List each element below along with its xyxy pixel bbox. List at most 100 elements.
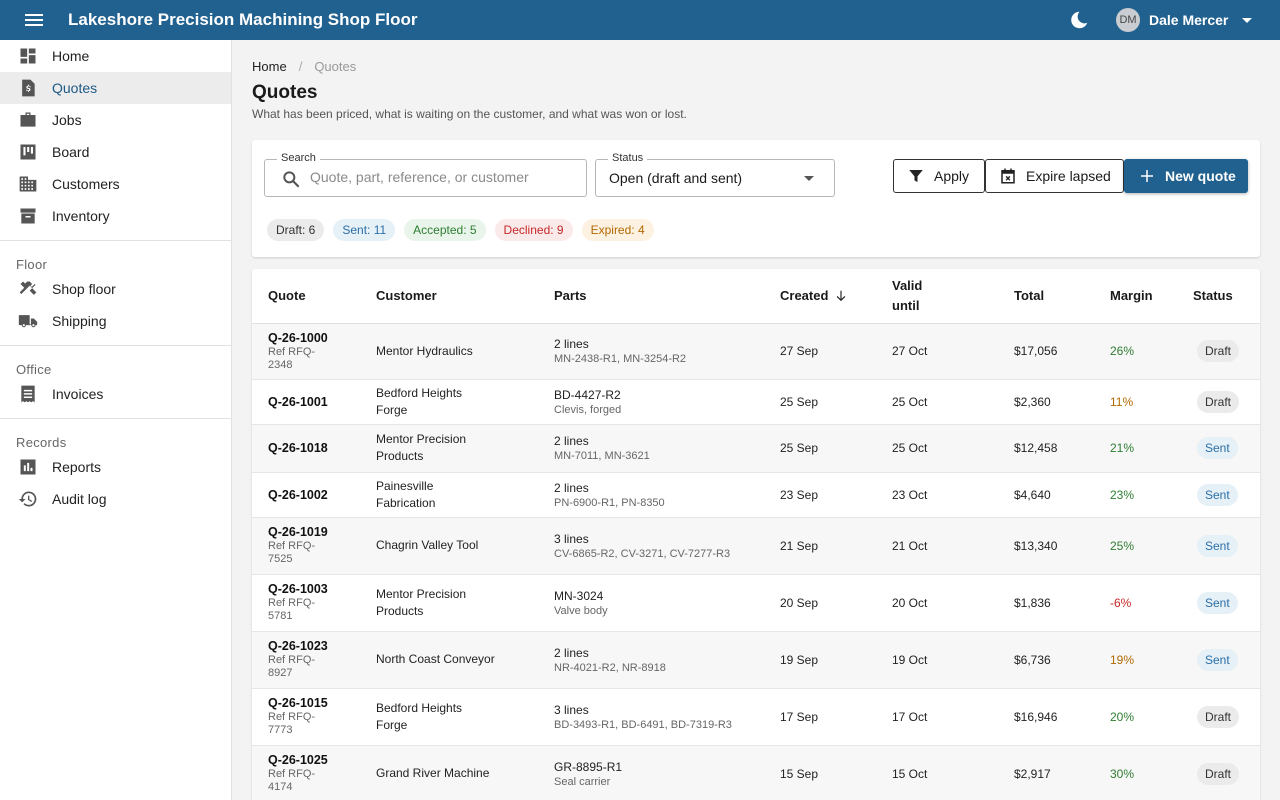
arrow-down-icon: [837, 291, 846, 302]
cell-status: Sent: [1177, 424, 1260, 473]
apply-button[interactable]: Apply: [893, 159, 985, 193]
cell-margin: 21%: [1094, 424, 1177, 473]
sidebar-item-shipping[interactable]: Shipping: [0, 305, 231, 337]
history-icon: [18, 489, 38, 509]
sidebar-item-quotes[interactable]: Quotes: [0, 72, 231, 104]
search-field[interactable]: Search: [264, 152, 587, 197]
cell-valid-until: 25 Oct: [876, 379, 998, 425]
chevron-down-icon: [1242, 17, 1253, 23]
new-quote-button[interactable]: New quote: [1124, 159, 1248, 193]
plus-icon: [1141, 170, 1153, 182]
breadcrumb-current: Quotes: [314, 58, 357, 74]
status-chip[interactable]: Accepted: 5: [404, 219, 486, 241]
quote-id[interactable]: Q-26-1003: [268, 582, 328, 596]
sidebar-item-shop-floor[interactable]: Shop floor: [0, 273, 231, 305]
sidebar-item-board[interactable]: Board: [0, 136, 231, 168]
table-row[interactable]: Q-26-1025 Ref RFQ-4174 Grand River Machine…: [252, 745, 1260, 800]
column-header-valid-until[interactable]: Valid until: [876, 269, 998, 324]
column-header-quote[interactable]: Quote: [252, 269, 360, 324]
menu-icon[interactable]: [25, 0, 47, 40]
column-header-customer[interactable]: Customer: [360, 269, 538, 324]
user-menu[interactable]: DM Dale Mercer: [1116, 8, 1253, 32]
main-content: Home / Quotes Quotes What has been price…: [252, 40, 1260, 800]
quote-reference: Ref RFQ-7773: [268, 711, 316, 736]
quote-reference: Ref RFQ-2348: [268, 345, 316, 371]
sidebar-item-jobs[interactable]: Jobs: [0, 104, 231, 136]
cell-total: $17,056: [998, 323, 1094, 380]
table-body: Q-26-1000 Ref RFQ-2348 Mentor Hydraulics 2 …: [252, 323, 1260, 800]
sidebar-item-invoices[interactable]: Invoices: [0, 378, 231, 410]
status-chip[interactable]: Draft: 6: [267, 219, 325, 241]
quote-id[interactable]: Q-26-1001: [268, 394, 328, 409]
breadcrumb: Home / Quotes: [252, 58, 1260, 74]
cell-status: Sent: [1177, 631, 1260, 689]
column-header-total[interactable]: Total: [998, 269, 1094, 324]
cell-status: Sent: [1177, 517, 1260, 575]
cell-parts: 2 lines MN-2438-R1, MN-3254-R2: [538, 323, 764, 380]
cell-margin: 11%: [1094, 379, 1177, 425]
search-input[interactable]: [310, 169, 570, 185]
table-row[interactable]: Q-26-1002 Painesville Fabrication 2 lines P…: [252, 472, 1260, 518]
parts-detail: NR-4021-R2, NR-8918: [554, 661, 666, 674]
table-row[interactable]: Q-26-1015 Ref RFQ-7773 Bedford Heights For…: [252, 688, 1260, 746]
expire-lapsed-label: Expire lapsed: [1026, 168, 1111, 184]
table-row[interactable]: Q-26-1003 Ref RFQ-5781 Mentor Precision Pr…: [252, 574, 1260, 632]
quote-id[interactable]: Q-26-1018: [268, 441, 328, 455]
cell-quote: Q-26-1023 Ref RFQ-8927: [252, 631, 360, 689]
building-icon: [18, 174, 38, 194]
status-badge: Sent: [1197, 437, 1238, 459]
parts-summary: MN-3024: [554, 588, 604, 603]
kanban-board-icon: [18, 142, 38, 162]
dashboard-icon: [18, 46, 38, 66]
sidebar-item-inventory[interactable]: Inventory: [0, 200, 231, 232]
sidebar-item-label: Reports: [52, 459, 102, 475]
sidebar-item-customers[interactable]: Customers: [0, 168, 231, 200]
column-header-parts[interactable]: Parts: [538, 269, 764, 324]
chevron-down-icon: [804, 176, 814, 181]
table-row[interactable]: Q-26-1018 Mentor Precision Products 2 line…: [252, 424, 1260, 473]
margin-value: 11%: [1110, 394, 1134, 409]
status-chip[interactable]: Declined: 9: [494, 219, 573, 241]
cell-quote: Q-26-1019 Ref RFQ-7525: [252, 517, 360, 575]
table-row[interactable]: Q-26-1023 Ref RFQ-8927 North Coast Conveyo…: [252, 631, 1260, 689]
cell-parts: 3 lines BD-3493-R1, BD-6491, BD-7319-R3: [538, 688, 764, 746]
quote-id[interactable]: Q-26-1023: [268, 639, 328, 653]
cell-created: 27 Sep: [764, 323, 876, 380]
column-header-created[interactable]: Created: [764, 269, 876, 324]
sidebar-item-label: Shop floor: [52, 281, 116, 297]
quote-id[interactable]: Q-26-1025: [268, 753, 328, 767]
table-row[interactable]: Q-26-1019 Ref RFQ-7525 Chagrin Valley Tool…: [252, 517, 1260, 575]
archive-box-icon: [18, 206, 38, 226]
quote-id[interactable]: Q-26-1002: [268, 487, 328, 502]
quote-id[interactable]: Q-26-1015: [268, 696, 328, 710]
status-select[interactable]: Status Open (draft and sent): [595, 152, 835, 197]
status-chip[interactable]: Expired: 4: [581, 219, 654, 241]
cell-margin: 26%: [1094, 323, 1177, 380]
dark-mode-toggle-icon[interactable]: [1068, 9, 1090, 31]
column-header-status[interactable]: Status: [1177, 269, 1260, 324]
quote-id[interactable]: Q-26-1019: [268, 525, 328, 539]
cell-created: 20 Sep: [764, 574, 876, 632]
expire-lapsed-button[interactable]: Expire lapsed: [985, 159, 1124, 193]
cell-valid-until: 25 Oct: [876, 424, 998, 473]
column-header-margin[interactable]: Margin: [1094, 269, 1177, 324]
customer-name: Mentor Precision Products: [376, 586, 467, 618]
customer-name: Mentor Precision Products: [376, 432, 467, 463]
cell-quote: Q-26-1025 Ref RFQ-4174: [252, 745, 360, 800]
status-badge: Sent: [1197, 483, 1238, 506]
cell-created: 21 Sep: [764, 517, 876, 575]
table-row[interactable]: Q-26-1000 Ref RFQ-2348 Mentor Hydraulics 2 …: [252, 323, 1260, 380]
sidebar-item-reports[interactable]: Reports: [0, 451, 231, 483]
customer-name: Bedford Heights Forge: [376, 385, 463, 417]
status-chip[interactable]: Sent: 11: [333, 219, 396, 241]
quote-id[interactable]: Q-26-1000: [268, 330, 328, 345]
cell-quote: Q-26-1000 Ref RFQ-2348: [252, 323, 360, 380]
sidebar-item-audit-log[interactable]: Audit log: [0, 483, 231, 515]
customer-name: Bedford Heights Forge: [376, 700, 463, 732]
apply-button-label: Apply: [934, 168, 970, 184]
breadcrumb-home-link[interactable]: Home: [252, 58, 287, 74]
status-badge: Sent: [1197, 591, 1238, 614]
table-row[interactable]: Q-26-1001 Bedford Heights Forge BD-4427-R2…: [252, 379, 1260, 425]
sidebar-item-home[interactable]: Home: [0, 40, 231, 72]
top-app-bar: Lakeshore Precision Machining Shop Floor…: [0, 0, 1280, 40]
